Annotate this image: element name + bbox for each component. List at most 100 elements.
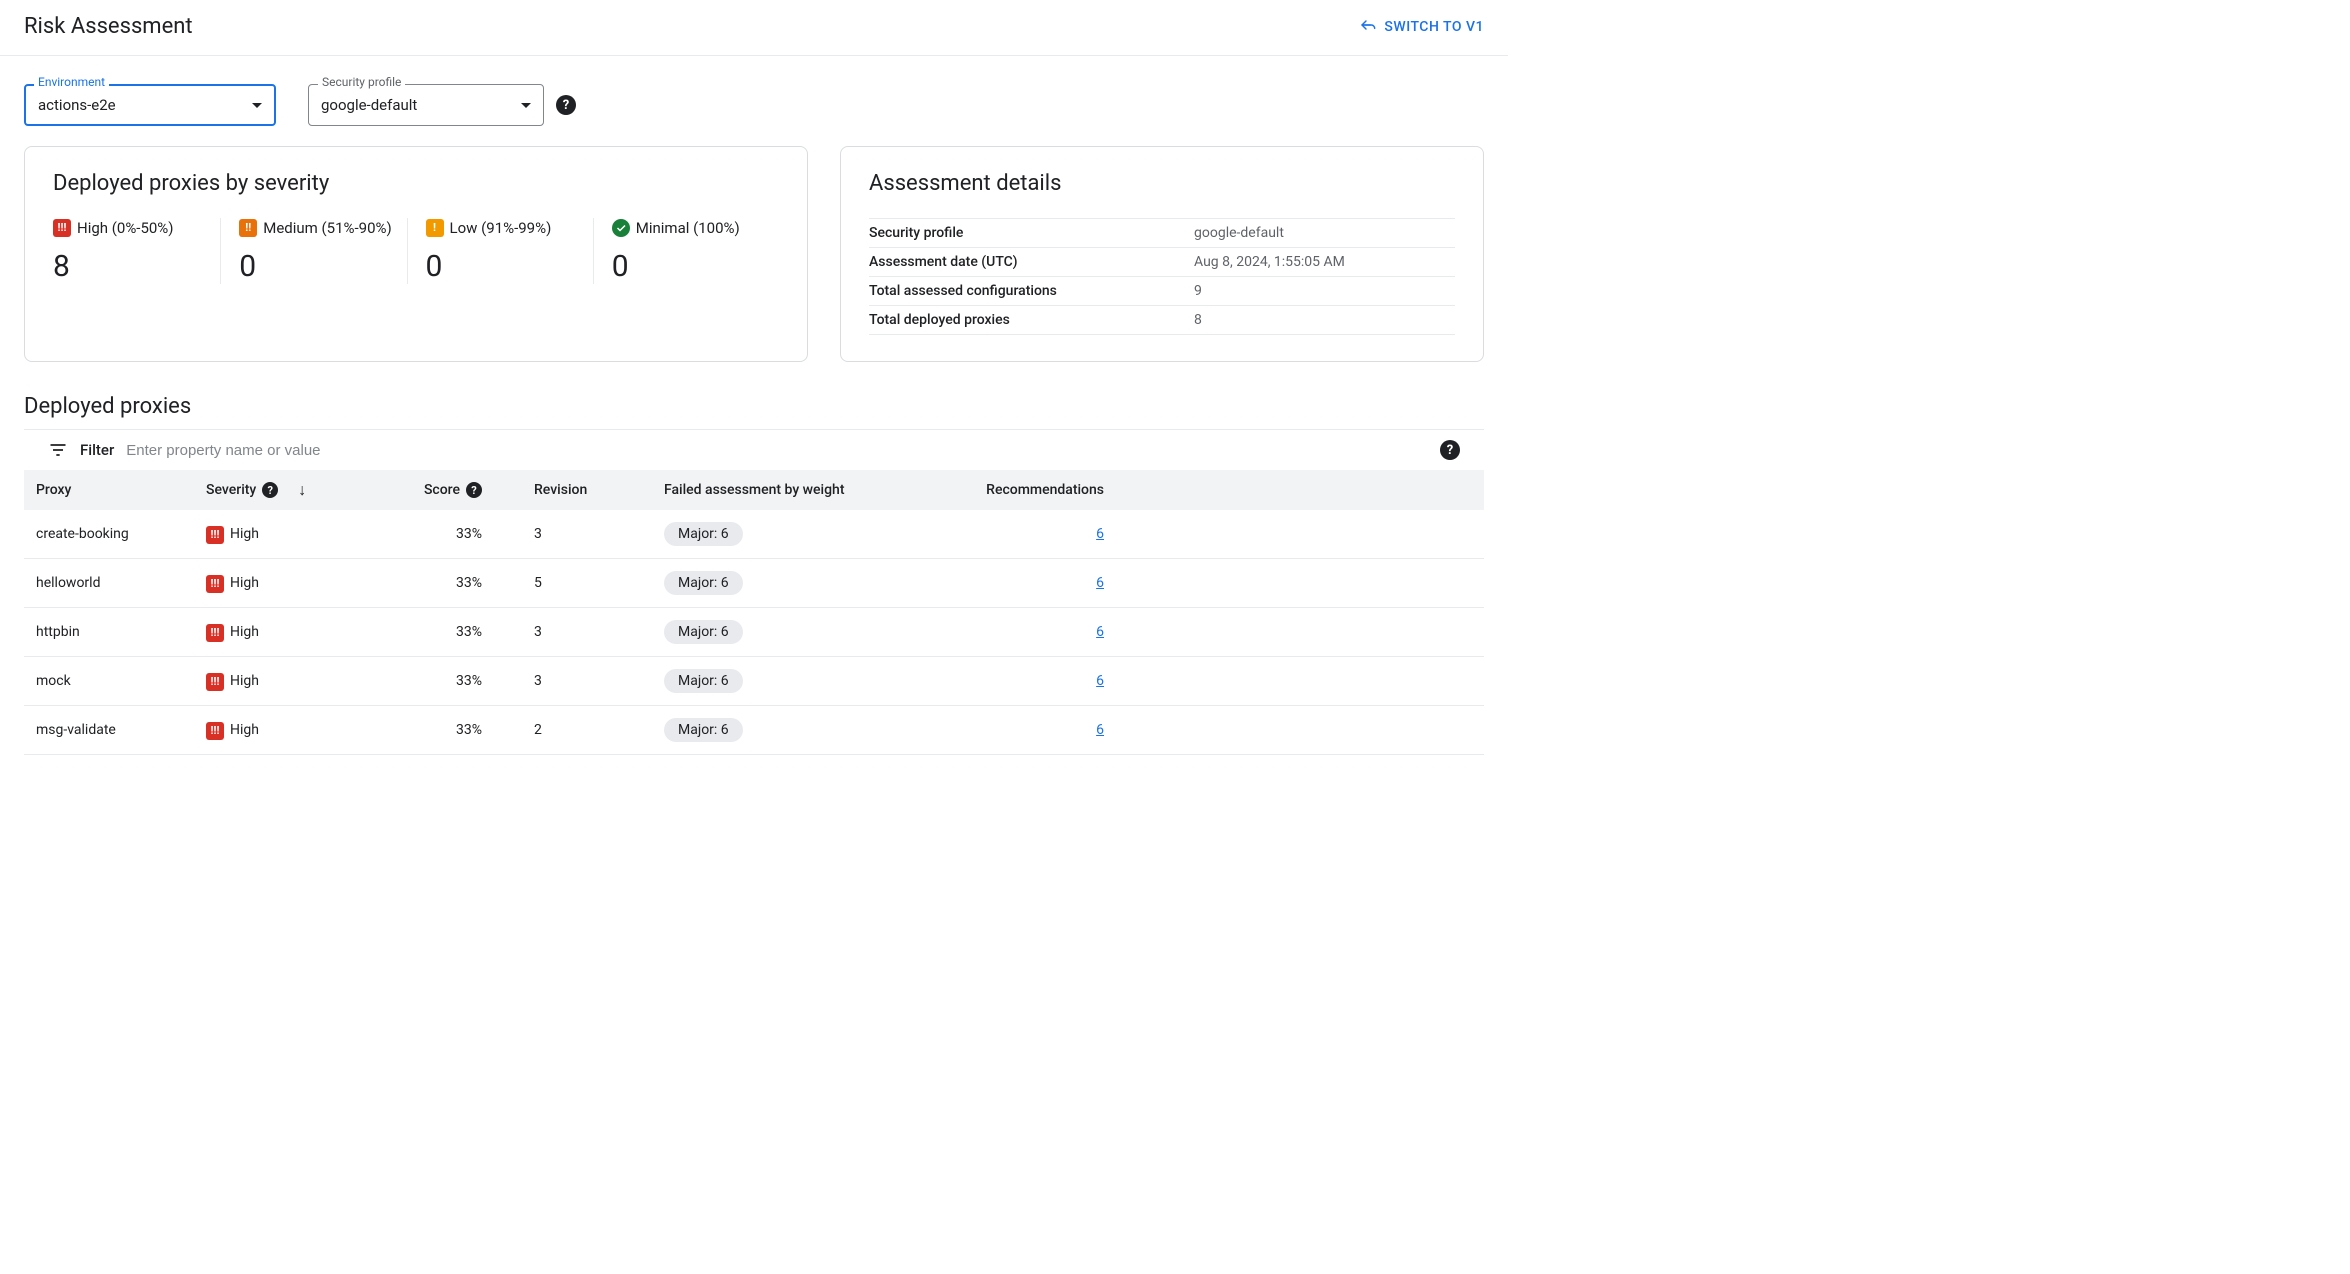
cell-recommendations: 6 bbox=[924, 706, 1144, 755]
severity-label: Minimal (100%) bbox=[636, 218, 767, 239]
table-row[interactable]: helloworld !!! High 33% 5 Major: 6 6 bbox=[24, 559, 1484, 608]
summary-cards: Deployed proxies by severity !!!High (0%… bbox=[0, 138, 1508, 370]
check-icon bbox=[612, 219, 630, 237]
table-row[interactable]: httpbin !!! High 33% 3 Major: 6 6 bbox=[24, 608, 1484, 657]
cell-revision: 5 bbox=[494, 559, 624, 608]
chevron-down-icon bbox=[521, 103, 531, 108]
table-row[interactable]: mock !!! High 33% 3 Major: 6 6 bbox=[24, 657, 1484, 706]
cell-score: 33% bbox=[374, 608, 494, 657]
recommendations-link[interactable]: 6 bbox=[1096, 526, 1104, 542]
weight-chip: Major: 6 bbox=[664, 571, 743, 595]
detail-value: Aug 8, 2024, 1:55:05 AM bbox=[1194, 248, 1455, 277]
severity-low: ! Low (91%-99%) 0 bbox=[408, 218, 594, 284]
help-icon[interactable]: ? bbox=[1440, 440, 1460, 460]
cell-severity: !!! High bbox=[194, 608, 374, 657]
cell-severity: !!! High bbox=[194, 657, 374, 706]
environment-select[interactable]: Environment actions-e2e bbox=[24, 84, 276, 126]
sort-arrow-icon[interactable]: ↓ bbox=[298, 480, 306, 500]
cell-revision: 3 bbox=[494, 608, 624, 657]
cell-recommendations: 6 bbox=[924, 510, 1144, 559]
cell-score: 33% bbox=[374, 559, 494, 608]
severity-badge-icon: !!! bbox=[206, 624, 224, 642]
severity-badge-icon: ! bbox=[426, 219, 444, 237]
filter-input[interactable] bbox=[126, 442, 1428, 459]
col-proxy[interactable]: Proxy bbox=[24, 470, 194, 510]
cell-severity: !!! High bbox=[194, 559, 374, 608]
page-header: Risk Assessment SWITCH TO V1 bbox=[0, 0, 1508, 56]
col-severity[interactable]: Severity ? ↓ bbox=[194, 470, 374, 510]
severity-badge-icon: !!! bbox=[206, 673, 224, 691]
col-failed[interactable]: Failed assessment by weight bbox=[624, 470, 924, 510]
help-icon[interactable]: ? bbox=[466, 482, 482, 498]
filter-bar: Filter ? bbox=[24, 429, 1484, 470]
severity-medium: !!Medium (51%-90%) 0 bbox=[221, 218, 407, 284]
cell-failed: Major: 6 bbox=[624, 510, 924, 559]
details-card-title: Assessment details bbox=[869, 171, 1455, 196]
severity-count: 0 bbox=[239, 249, 394, 284]
security-profile-select[interactable]: Security profile google-default bbox=[308, 84, 544, 126]
switch-version-button[interactable]: SWITCH TO V1 bbox=[1358, 17, 1484, 37]
severity-badge-icon: !!! bbox=[206, 526, 224, 544]
severity-badge-icon: !!! bbox=[53, 219, 71, 237]
severity-badge-icon: !!! bbox=[206, 575, 224, 593]
cell-failed: Major: 6 bbox=[624, 706, 924, 755]
page-title: Risk Assessment bbox=[24, 14, 193, 39]
cell-score: 33% bbox=[374, 510, 494, 559]
switch-version-label: SWITCH TO V1 bbox=[1384, 19, 1484, 35]
col-recommendations[interactable]: Recommendations bbox=[924, 470, 1144, 510]
detail-value: 8 bbox=[1194, 306, 1455, 335]
proxies-table: Proxy Severity ? ↓ Score ? Revision Fail… bbox=[24, 470, 1484, 755]
cell-revision: 3 bbox=[494, 510, 624, 559]
detail-row: Total deployed proxies8 bbox=[869, 306, 1455, 335]
col-score[interactable]: Score ? bbox=[374, 470, 494, 510]
severity-label: Low (91%-99%) bbox=[450, 218, 581, 239]
detail-label: Total deployed proxies bbox=[869, 306, 1194, 335]
severity-card: Deployed proxies by severity !!!High (0%… bbox=[24, 146, 808, 362]
recommendations-link[interactable]: 6 bbox=[1096, 624, 1104, 640]
cell-severity: !!! High bbox=[194, 706, 374, 755]
weight-chip: Major: 6 bbox=[664, 669, 743, 693]
security-profile-label: Security profile bbox=[318, 75, 405, 89]
controls-row: Environment actions-e2e Security profile… bbox=[0, 56, 1508, 138]
weight-chip: Major: 6 bbox=[664, 522, 743, 546]
detail-label: Total assessed configurations bbox=[869, 277, 1194, 306]
filter-icon bbox=[48, 440, 68, 460]
cell-revision: 2 bbox=[494, 706, 624, 755]
detail-label: Assessment date (UTC) bbox=[869, 248, 1194, 277]
help-icon[interactable]: ? bbox=[556, 95, 576, 115]
severity-count: 8 bbox=[53, 249, 208, 284]
severity-count: 0 bbox=[426, 249, 581, 284]
detail-row: Total assessed configurations9 bbox=[869, 277, 1455, 306]
environment-value: actions-e2e bbox=[38, 96, 116, 114]
cell-recommendations: 6 bbox=[924, 608, 1144, 657]
cell-failed: Major: 6 bbox=[624, 657, 924, 706]
col-revision[interactable]: Revision bbox=[494, 470, 624, 510]
recommendations-link[interactable]: 6 bbox=[1096, 575, 1104, 591]
cell-failed: Major: 6 bbox=[624, 608, 924, 657]
table-row[interactable]: msg-validate !!! High 33% 2 Major: 6 6 bbox=[24, 706, 1484, 755]
severity-high: !!!High (0%-50%) 8 bbox=[53, 218, 221, 284]
severity-badge-icon: !!! bbox=[206, 722, 224, 740]
cell-score: 33% bbox=[374, 657, 494, 706]
details-card: Assessment details Security profilegoogl… bbox=[840, 146, 1484, 362]
deployed-proxies-title: Deployed proxies bbox=[0, 370, 1508, 429]
cell-score: 33% bbox=[374, 706, 494, 755]
severity-badge-icon: !! bbox=[239, 219, 257, 237]
cell-failed: Major: 6 bbox=[624, 559, 924, 608]
help-icon[interactable]: ? bbox=[262, 482, 278, 498]
details-table: Security profilegoogle-defaultAssessment… bbox=[869, 218, 1455, 335]
security-profile-value: google-default bbox=[321, 96, 417, 114]
detail-label: Security profile bbox=[869, 219, 1194, 248]
detail-value: google-default bbox=[1194, 219, 1455, 248]
severity-count: 0 bbox=[612, 249, 767, 284]
weight-chip: Major: 6 bbox=[664, 718, 743, 742]
recommendations-link[interactable]: 6 bbox=[1096, 673, 1104, 689]
detail-row: Security profilegoogle-default bbox=[869, 219, 1455, 248]
table-row[interactable]: create-booking !!! High 33% 3 Major: 6 6 bbox=[24, 510, 1484, 559]
chevron-down-icon bbox=[252, 103, 262, 108]
severity-minimal: Minimal (100%) 0 bbox=[594, 218, 779, 284]
cell-recommendations: 6 bbox=[924, 657, 1144, 706]
detail-value: 9 bbox=[1194, 277, 1455, 306]
recommendations-link[interactable]: 6 bbox=[1096, 722, 1104, 738]
cell-severity: !!! High bbox=[194, 510, 374, 559]
